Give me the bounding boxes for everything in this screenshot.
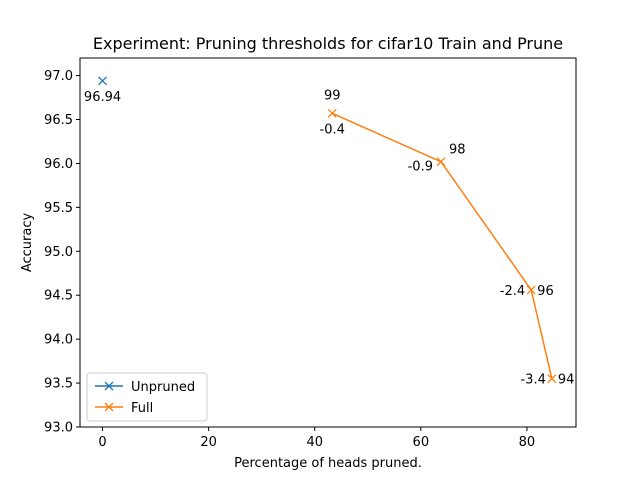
y-tick-label: 93.5 [44, 377, 73, 392]
legend: Unpruned Full [86, 372, 208, 422]
y-tick-label: 97.0 [44, 69, 73, 84]
data-label: -0.9 [408, 160, 433, 175]
x-tick-label: 40 [306, 435, 323, 450]
x-tick-label: 20 [200, 435, 217, 450]
chart-title: Experiment: Pruning thresholds for cifar… [93, 34, 563, 53]
data-label: -3.4 [520, 373, 545, 388]
legend-box [86, 372, 208, 422]
y-tick-label: 94.0 [44, 333, 73, 348]
legend-marker [104, 402, 114, 412]
data-point-full [547, 374, 557, 384]
y-tick-label: 95.0 [44, 245, 73, 260]
plot-layer: 96.94 99 -0.4 98 -0.9 96 -2.4 94 -3.4 [84, 76, 575, 388]
y-tick-label: 95.5 [44, 201, 73, 216]
y-tick-label: 96.5 [44, 113, 73, 128]
data-point-full [526, 285, 536, 295]
data-point-unpruned [98, 76, 108, 86]
y-axis-label: Accuracy [20, 213, 35, 273]
y-tick-label: 93.0 [44, 421, 73, 436]
data-point-full [436, 157, 446, 167]
legend-label: Full [131, 401, 153, 416]
data-label: 96 [537, 284, 554, 299]
data-label: 99 [324, 88, 341, 103]
data-label: 96.94 [84, 90, 121, 105]
series-line-full [331, 112, 553, 379]
data-label: -2.4 [500, 284, 525, 299]
data-label: 98 [449, 143, 466, 158]
y-tick-label: 94.5 [44, 289, 73, 304]
data-label: -0.4 [320, 122, 345, 137]
data-label: 94 [558, 373, 575, 388]
y-tick-label: 96.0 [44, 157, 73, 172]
x-tick-label: 60 [413, 435, 430, 450]
data-point-full [327, 108, 337, 118]
x-tick-label: 80 [519, 435, 536, 450]
legend-marker [104, 381, 114, 391]
legend-label: Unpruned [131, 380, 195, 395]
x-tick-label: 0 [98, 435, 106, 450]
x-axis-label: Percentage of heads pruned. [234, 456, 422, 471]
plot-frame [79, 57, 577, 428]
